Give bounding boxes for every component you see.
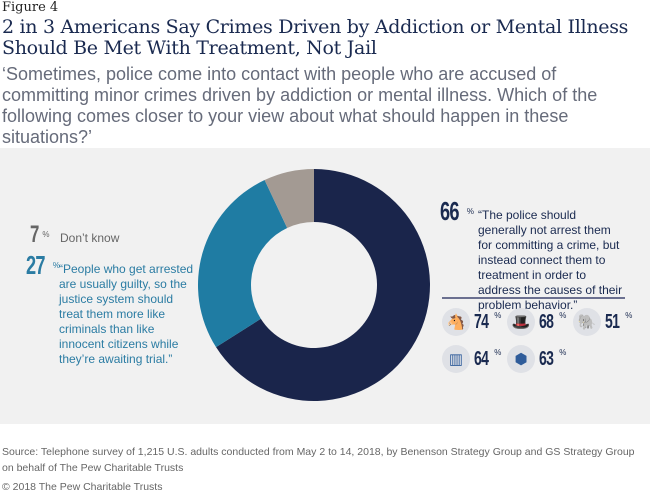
value-label: 66 [440,196,460,226]
source-note: Source: Telephone survey of 1,215 U.S. a… [2,446,635,474]
copyright: © 2018 The Pew Charitable Trusts [2,481,163,493]
chart-title: 2 in 3 Americans Say Crimes Driven by Ad… [2,16,629,59]
stat-democrats: 🐴 74% [442,308,501,336]
slice-label: “People who get arrested are usually gui… [59,262,194,366]
value-label: 7 [30,221,39,248]
slice-label: Don’t know [60,231,120,245]
donut-slice-0 [216,169,431,402]
value-label: 27 [26,250,46,280]
stat-jail: ▥ 64% [442,345,501,373]
stat-police: ⬢ 63% [507,345,566,373]
donut-slice-1 [197,180,288,348]
uncle-sam-hat-icon: 🎩 [507,308,535,336]
stat-independents: 🎩 68% [507,308,566,336]
donut-slice-2 [264,169,314,228]
slice-label: “The police should generally not arrest … [478,208,623,312]
jail-cell-icon: ▥ [442,345,470,373]
stat-republicans: 🐘 51% [573,308,632,336]
elephant-icon: 🐘 [573,308,601,336]
divider [442,297,625,299]
figure-label: Figure 4 [2,0,59,15]
donkey-icon: 🐴 [442,308,470,336]
chart-subtitle: ‘Sometimes, police come into contact wit… [2,64,598,147]
police-badge-icon: ⬢ [507,345,535,373]
